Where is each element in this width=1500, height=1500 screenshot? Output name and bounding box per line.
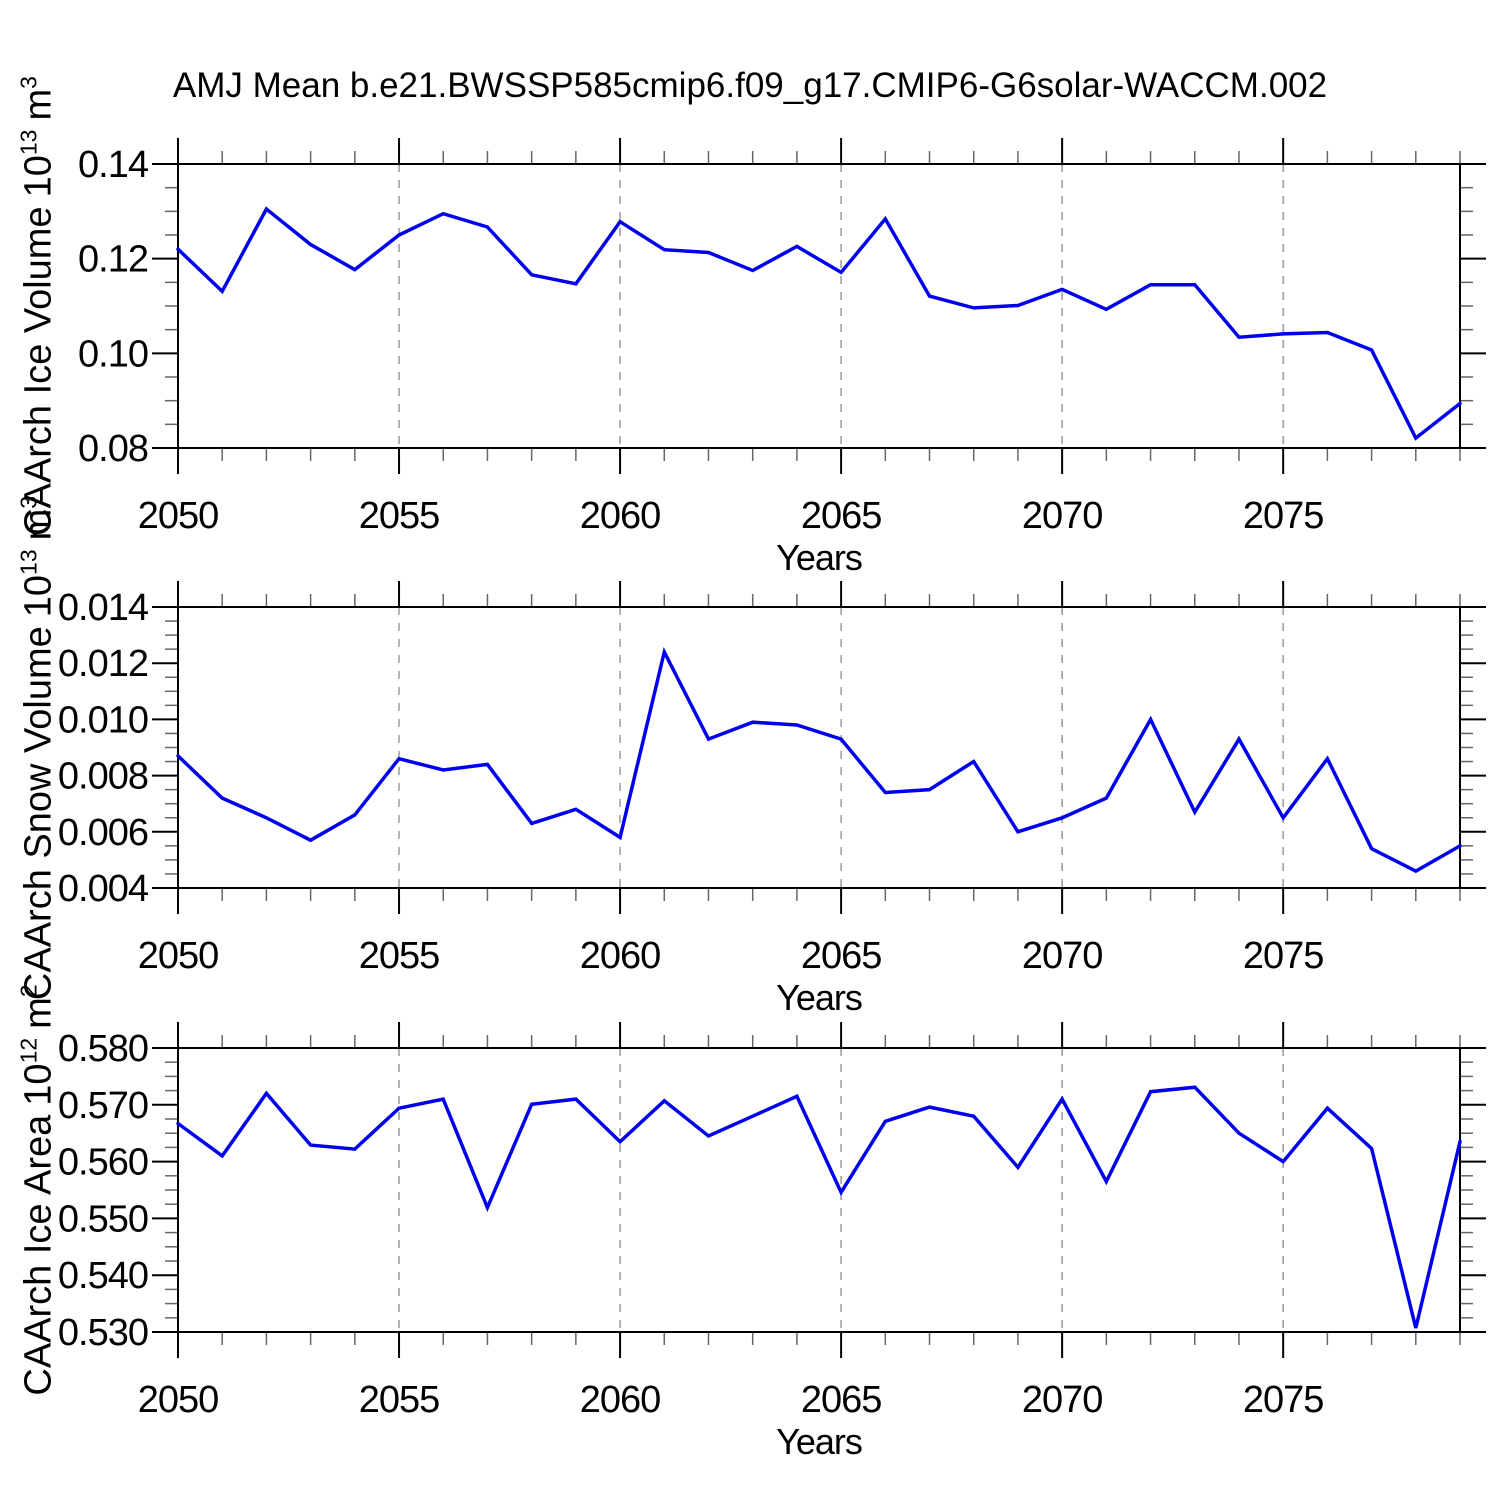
y-tick-label: 0.12 — [78, 239, 148, 281]
plot-frame — [177, 606, 1461, 889]
ice-volume-series-line — [176, 206, 1462, 441]
y-major-ticks — [152, 163, 1486, 449]
y-tick-label: 0.570 — [58, 1085, 148, 1127]
x-tick-label: 2060 — [580, 495, 661, 537]
y-tick-label: 0.012 — [58, 643, 148, 685]
y-tick-labels: 0.530 0.540 0.550 0.560 0.570 0.580 — [58, 1028, 149, 1354]
x-tick-label: 2060 — [580, 1379, 661, 1421]
x-axis-title: Years — [776, 977, 862, 1018]
x-tick-label: 2050 — [138, 495, 219, 537]
y-tick-label: 0.004 — [58, 868, 149, 910]
x-tick-label: 2070 — [1022, 1379, 1103, 1421]
x-tick-label: 2070 — [1022, 935, 1103, 977]
x-tick-label: 2055 — [359, 1379, 440, 1421]
y-tick-label: 0.10 — [78, 333, 148, 375]
x-axis-title: Years — [776, 537, 862, 578]
y-tick-labels: 0.08 0.10 0.12 0.14 — [78, 144, 150, 470]
x-tick-labels: 2050 2055 2060 2065 2070 2075 — [138, 495, 1325, 537]
x-minor-ticks — [221, 1035, 1461, 1345]
x-tick-label: 2075 — [1243, 495, 1324, 537]
y-tick-label: 0.550 — [58, 1198, 148, 1240]
x-axis-title: Years — [776, 1421, 862, 1462]
x-major-ticks — [177, 581, 1285, 914]
x-tick-label: 2075 — [1243, 1379, 1324, 1421]
y-tick-label: 0.560 — [58, 1142, 148, 1184]
y-tick-label: 0.14 — [78, 144, 149, 186]
x-major-ticks — [177, 138, 1285, 474]
figure-title: AMJ Mean b.e21.BWSSP585cmip6.f09_g17.CMI… — [172, 66, 1328, 105]
ice-area-series-line — [176, 1085, 1462, 1329]
y-tick-label: 0.580 — [58, 1028, 148, 1070]
y-minor-ticks — [165, 186, 1473, 426]
x-tick-labels: 2050 2055 2060 2065 2070 2075 — [138, 935, 1325, 977]
y-tick-label: 0.08 — [78, 428, 148, 470]
x-tick-label: 2050 — [138, 935, 219, 977]
y-tick-label: 0.540 — [58, 1255, 148, 1297]
x-tick-label: 2055 — [359, 935, 440, 977]
x-major-ticks — [177, 1022, 1285, 1358]
y-minor-ticks — [165, 620, 1473, 875]
x-tick-label: 2065 — [801, 1379, 882, 1421]
x-tick-label: 2055 — [359, 495, 440, 537]
x-tick-label: 2065 — [801, 935, 882, 977]
y-major-ticks — [152, 606, 1486, 889]
ice-volume-panel: 0.08 0.10 0.12 0.14 2050 2055 2060 2065 2070 2075… — [78, 138, 1486, 578]
x-tick-labels: 2050 2055 2060 2065 2070 2075 — [138, 1379, 1325, 1421]
x-gridlines — [398, 164, 1284, 448]
x-tick-label: 2050 — [138, 1379, 219, 1421]
x-tick-label: 2075 — [1243, 935, 1324, 977]
x-minor-ticks — [221, 594, 1461, 901]
x-minor-ticks — [221, 151, 1461, 461]
plot-frame — [177, 1047, 1461, 1333]
y-major-ticks — [152, 1047, 1486, 1333]
y-tick-label: 0.006 — [58, 812, 148, 854]
x-tick-label: 2070 — [1022, 495, 1103, 537]
y-tick-label: 0.530 — [58, 1312, 148, 1354]
y-minor-ticks — [165, 1061, 1473, 1319]
x-tick-label: 2065 — [801, 495, 882, 537]
y-tick-labels: 0.004 0.006 0.008 0.010 0.012 0.014 — [58, 587, 150, 910]
y-tick-label: 0.014 — [58, 587, 149, 629]
x-gridlines — [398, 607, 1284, 888]
x-tick-label: 2060 — [580, 935, 661, 977]
plot-frame — [177, 163, 1461, 449]
y-tick-label: 0.010 — [58, 699, 148, 741]
snow-volume-series-line — [176, 646, 1462, 874]
y-tick-label: 0.008 — [58, 756, 148, 798]
